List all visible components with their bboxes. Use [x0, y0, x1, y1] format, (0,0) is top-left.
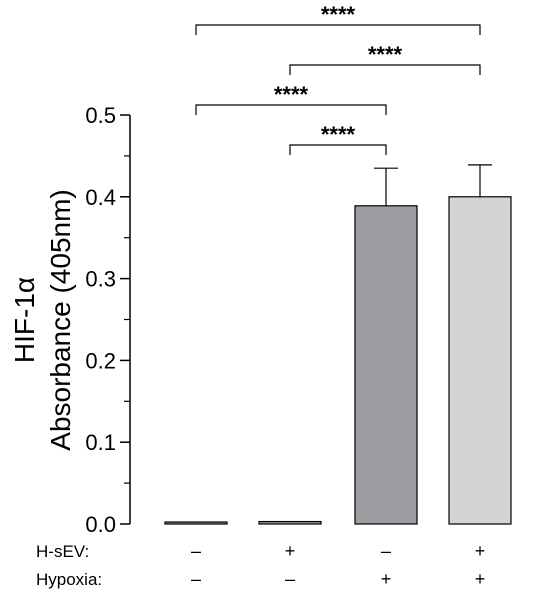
y-tick-label: 0.1	[85, 430, 116, 455]
significance-bracket	[195, 104, 387, 115]
bar	[164, 521, 228, 525]
significance-brackets: **** **** **** ****	[195, 2, 481, 155]
y-tick-label: 0.3	[85, 267, 116, 292]
significance-label: ****	[368, 42, 403, 67]
y-tick-label: 0.0	[85, 512, 116, 537]
y-tick-label: 0.4	[85, 185, 116, 210]
condition-value: +	[285, 541, 296, 561]
condition-value: +	[475, 569, 486, 589]
y-axis-title-line2: Absorbance (405nm)	[45, 189, 76, 450]
y-tick-label: 0.2	[85, 348, 116, 373]
y-axis-title-line1: HIF-1α	[9, 277, 40, 363]
y-axis-titles: HIF-1α Absorbance (405nm)	[9, 189, 76, 450]
significance-label: ****	[321, 122, 356, 147]
bar	[448, 196, 512, 525]
condition-value: –	[285, 569, 295, 589]
condition-table: H-sEV: – + – + Hypoxia: – – + +	[36, 541, 485, 589]
condition-value: –	[381, 541, 391, 561]
condition-value: +	[475, 541, 486, 561]
significance-bracket	[195, 24, 481, 35]
significance-label: ****	[321, 2, 356, 27]
y-tick-label: 0.5	[85, 103, 116, 128]
condition-label: H-sEV:	[36, 542, 89, 561]
significance-label: ****	[274, 82, 309, 107]
condition-value: –	[191, 541, 201, 561]
significance-bracket	[289, 64, 481, 75]
bars	[164, 164, 512, 525]
condition-value: –	[191, 569, 201, 589]
bar	[354, 205, 418, 525]
bar	[258, 520, 322, 525]
significance-bracket	[289, 144, 387, 155]
condition-label: Hypoxia:	[36, 570, 102, 589]
condition-value: +	[381, 569, 392, 589]
y-axis: 0.0 0.1 0.2 0.3 0.4 0.5	[85, 103, 131, 537]
